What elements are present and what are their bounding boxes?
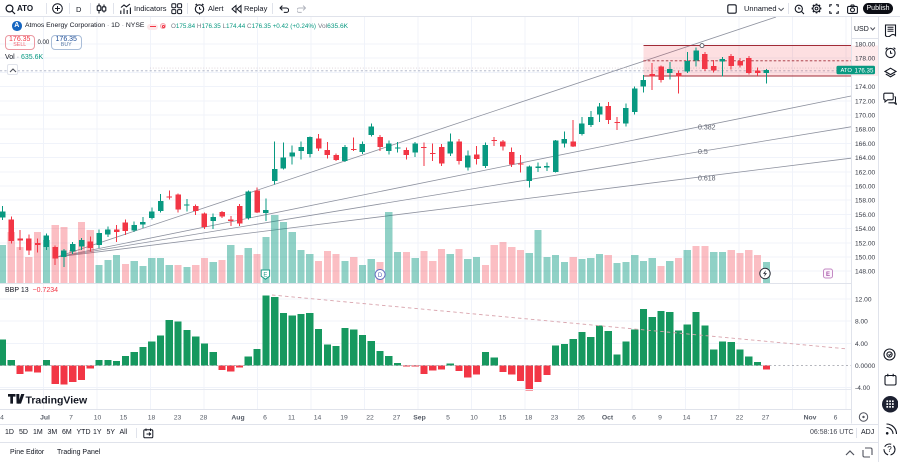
svg-text:180.00: 180.00 [855,42,876,49]
svg-text:USD: USD [854,26,869,33]
svg-text:26: 26 [577,415,585,422]
svg-text:Nov: Nov [804,415,817,422]
svg-text:6: 6 [632,415,636,422]
svg-text:D: D [378,273,383,279]
svg-text:22: 22 [366,415,374,422]
svg-text:170.00: 170.00 [855,113,876,120]
svg-text:8.00: 8.00 [855,319,868,326]
svg-text:168.00: 168.00 [855,127,876,134]
svg-text:174.00: 174.00 [855,84,876,91]
svg-text:6: 6 [834,415,838,422]
svg-text:154.00: 154.00 [855,226,876,233]
svg-text:Aug: Aug [231,415,244,422]
svg-text:158.00: 158.00 [855,198,876,205]
svg-text:E: E [263,273,267,279]
svg-text:14: 14 [314,415,322,422]
svg-text:19: 19 [340,415,348,422]
svg-text:27: 27 [393,415,401,422]
svg-text:166.00: 166.00 [855,141,876,148]
svg-text:0.5: 0.5 [698,149,708,156]
svg-text:148.00: 148.00 [855,269,876,276]
svg-text:15: 15 [499,415,507,422]
svg-text:TradingView: TradingView [26,394,88,406]
svg-text:10: 10 [470,415,478,422]
svg-text:162.00: 162.00 [855,169,876,176]
svg-text:10: 10 [94,415,102,422]
svg-text:14: 14 [683,415,691,422]
svg-text:6: 6 [263,415,267,422]
svg-text:27: 27 [762,415,770,422]
svg-text:Oct: Oct [602,415,614,422]
svg-text:4.00: 4.00 [855,341,868,348]
svg-text:152.00: 152.00 [855,240,876,247]
svg-text:ATO: ATO [841,68,853,74]
svg-text:156.00: 156.00 [855,212,876,219]
svg-text:11: 11 [288,415,295,422]
svg-text:Jul: Jul [40,415,50,422]
svg-text:12.00: 12.00 [855,296,872,303]
svg-text:?: ? [887,445,892,454]
svg-text:22: 22 [736,415,744,422]
svg-text:-4.00: -4.00 [855,385,870,392]
svg-text:E: E [826,272,830,278]
svg-text:4: 4 [0,415,4,422]
svg-text:172.00: 172.00 [855,98,876,105]
svg-text:15: 15 [120,415,128,422]
svg-text:28: 28 [200,415,208,422]
svg-text:0.0000: 0.0000 [855,363,876,370]
svg-text:150.00: 150.00 [855,255,876,262]
svg-text:23: 23 [551,415,559,422]
svg-text:9: 9 [658,415,662,422]
svg-text:18: 18 [525,415,533,422]
svg-text:5: 5 [446,415,450,422]
svg-text:176.35: 176.35 [855,67,874,74]
svg-text:0.618: 0.618 [698,176,716,183]
svg-text:7: 7 [69,415,73,422]
svg-text:178.00: 178.00 [855,56,876,63]
svg-text:Sep: Sep [413,415,425,422]
svg-text:23: 23 [174,415,182,422]
svg-text:164.00: 164.00 [855,155,876,162]
svg-text:18: 18 [148,415,156,422]
svg-text:17: 17 [710,415,718,422]
svg-text:160.00: 160.00 [855,184,876,191]
svg-text:0.382: 0.382 [698,125,716,132]
